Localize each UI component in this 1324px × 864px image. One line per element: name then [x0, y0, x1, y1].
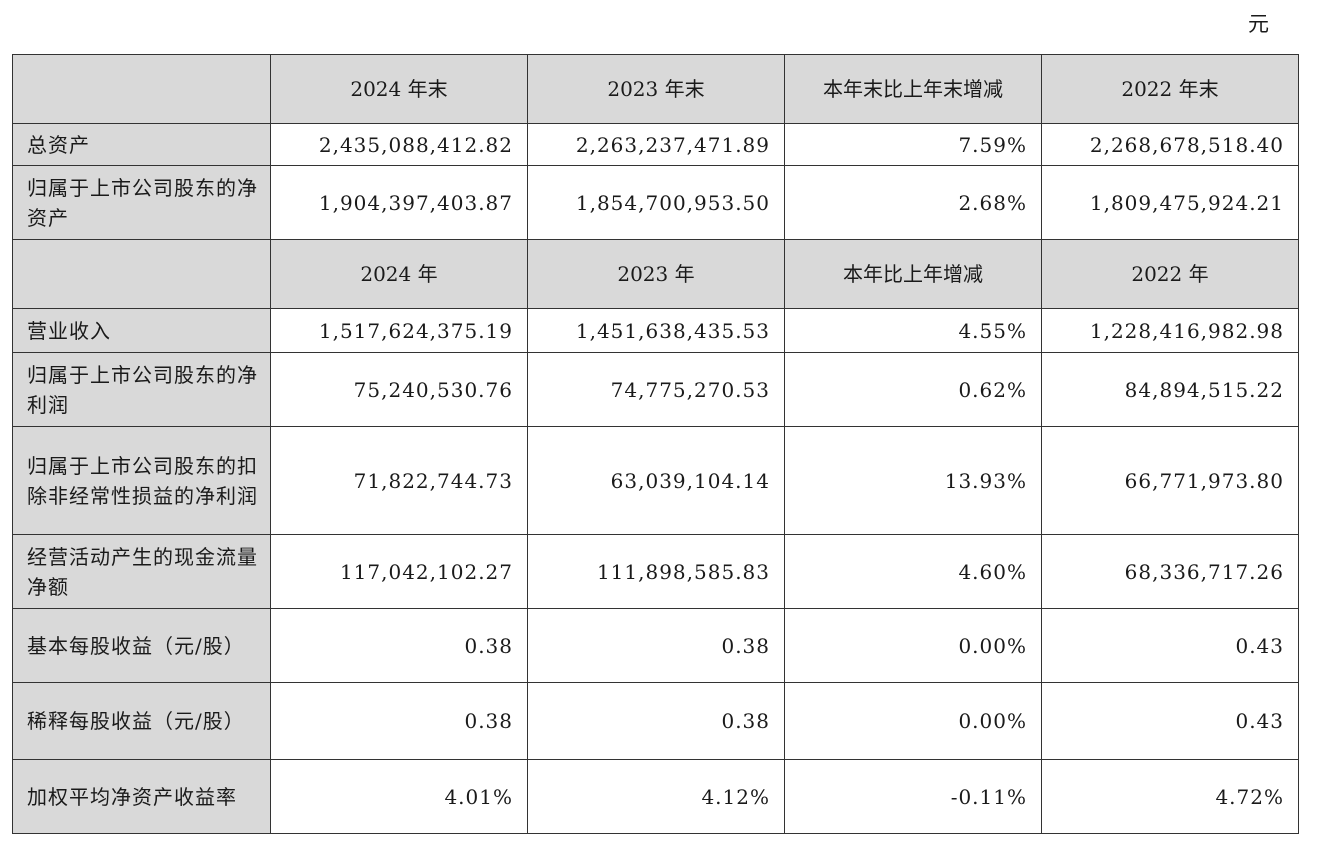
header-cell-2024-end: 2024 年末	[270, 54, 528, 124]
table-row: 总资产 2,435,088,412.82 2,263,237,471.89 7.…	[12, 123, 1299, 166]
row-label: 营业收入	[12, 308, 271, 353]
cell-value: 84,894,515.22	[1041, 352, 1299, 427]
cell-value: 4.01%	[270, 759, 528, 834]
table-row: 归属于上市公司股东的净利润 75,240,530.76 74,775,270.5…	[12, 352, 1299, 427]
table-row: 稀释每股收益（元/股） 0.38 0.38 0.00% 0.43	[12, 682, 1299, 760]
cell-value: 74,775,270.53	[527, 352, 785, 427]
cell-value: 68,336,717.26	[1041, 534, 1299, 609]
header-cell-empty	[12, 54, 271, 124]
cell-value: 1,854,700,953.50	[527, 165, 785, 240]
cell-change: 0.00%	[784, 608, 1042, 683]
row-label: 加权平均净资产收益率	[12, 759, 271, 834]
cell-value: 0.43	[1041, 682, 1299, 760]
cell-value: 1,451,638,435.53	[527, 308, 785, 353]
cell-value: 0.38	[270, 608, 528, 683]
cell-value: 75,240,530.76	[270, 352, 528, 427]
row-label: 归属于上市公司股东的净资产	[12, 165, 271, 240]
table-row: 基本每股收益（元/股） 0.38 0.38 0.00% 0.43	[12, 608, 1299, 683]
cell-value: 117,042,102.27	[270, 534, 528, 609]
table-header-row: 2024 年 2023 年 本年比上年增减 2022 年	[12, 239, 1299, 309]
cell-change: 7.59%	[784, 123, 1042, 166]
header-cell-change: 本年比上年增减	[784, 239, 1042, 309]
row-label: 归属于上市公司股东的净利润	[12, 352, 271, 427]
cell-value: 71,822,744.73	[270, 426, 528, 535]
cell-value: 1,809,475,924.21	[1041, 165, 1299, 240]
table-row: 归属于上市公司股东的净资产 1,904,397,403.87 1,854,700…	[12, 165, 1299, 240]
cell-change: 4.55%	[784, 308, 1042, 353]
cell-value: 0.43	[1041, 608, 1299, 683]
cell-value: 0.38	[527, 682, 785, 760]
financial-data-table: 2024 年末 2023 年末 本年末比上年末增减 2022 年末 总资产 2,…	[12, 54, 1299, 834]
cell-value: 63,039,104.14	[527, 426, 785, 535]
row-label: 经营活动产生的现金流量净额	[12, 534, 271, 609]
cell-change: 13.93%	[784, 426, 1042, 535]
cell-value: 1,228,416,982.98	[1041, 308, 1299, 353]
table-row: 加权平均净资产收益率 4.01% 4.12% -0.11% 4.72%	[12, 759, 1299, 834]
table-row: 经营活动产生的现金流量净额 117,042,102.27 111,898,585…	[12, 534, 1299, 609]
cell-change: -0.11%	[784, 759, 1042, 834]
cell-change: 0.00%	[784, 682, 1042, 760]
cell-value: 2,263,237,471.89	[527, 123, 785, 166]
table-header-row: 2024 年末 2023 年末 本年末比上年末增减 2022 年末	[12, 54, 1299, 124]
header-cell-empty	[12, 239, 271, 309]
cell-value: 66,771,973.80	[1041, 426, 1299, 535]
header-cell-2023-end: 2023 年末	[527, 54, 785, 124]
unit-label: 元	[1248, 12, 1269, 36]
cell-value: 0.38	[527, 608, 785, 683]
cell-value: 2,268,678,518.40	[1041, 123, 1299, 166]
cell-change: 2.68%	[784, 165, 1042, 240]
cell-value: 2,435,088,412.82	[270, 123, 528, 166]
row-label: 总资产	[12, 123, 271, 166]
header-cell-2023: 2023 年	[527, 239, 785, 309]
table-row: 营业收入 1,517,624,375.19 1,451,638,435.53 4…	[12, 308, 1299, 353]
row-label: 基本每股收益（元/股）	[12, 608, 271, 683]
table-row: 归属于上市公司股东的扣除非经常性损益的净利润 71,822,744.73 63,…	[12, 426, 1299, 535]
header-cell-2022-end: 2022 年末	[1041, 54, 1299, 124]
cell-change: 4.60%	[784, 534, 1042, 609]
cell-value: 4.72%	[1041, 759, 1299, 834]
cell-value: 0.38	[270, 682, 528, 760]
row-label: 归属于上市公司股东的扣除非经常性损益的净利润	[12, 426, 271, 535]
header-cell-change: 本年末比上年末增减	[784, 54, 1042, 124]
cell-value: 111,898,585.83	[527, 534, 785, 609]
cell-change: 0.62%	[784, 352, 1042, 427]
header-cell-2022: 2022 年	[1041, 239, 1299, 309]
cell-value: 1,517,624,375.19	[270, 308, 528, 353]
header-cell-2024: 2024 年	[270, 239, 528, 309]
cell-value: 4.12%	[527, 759, 785, 834]
row-label: 稀释每股收益（元/股）	[12, 682, 271, 760]
cell-value: 1,904,397,403.87	[270, 165, 528, 240]
